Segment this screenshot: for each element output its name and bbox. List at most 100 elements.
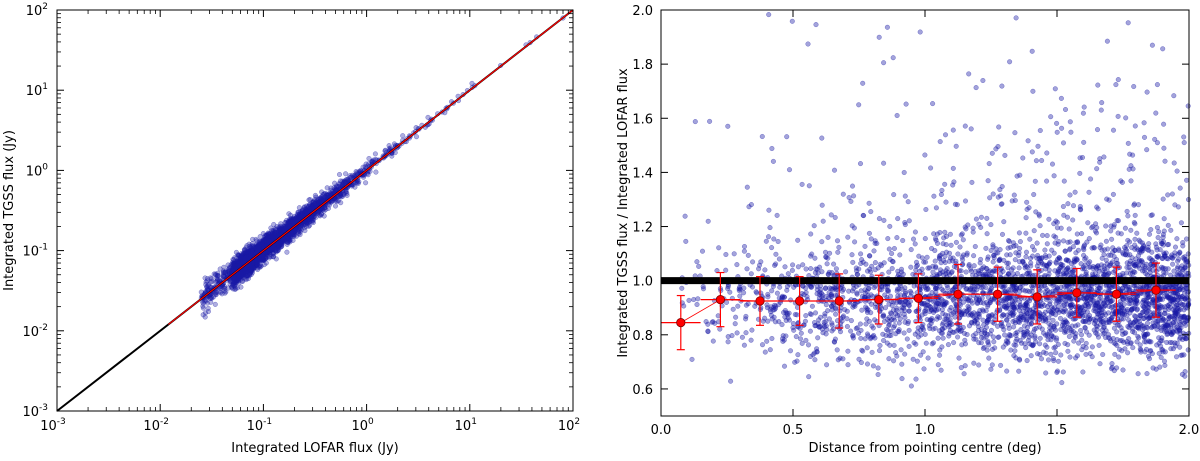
scatter-point xyxy=(700,249,705,254)
scatter-point xyxy=(310,202,315,207)
scatter-point xyxy=(1024,215,1029,220)
scatter-point xyxy=(914,342,919,347)
scatter-point xyxy=(274,248,279,253)
scatter-point xyxy=(887,302,892,307)
scatter-point xyxy=(941,336,946,341)
scatter-point xyxy=(1182,140,1187,145)
scatter-point xyxy=(936,336,941,341)
scatter-point xyxy=(1131,84,1136,89)
scatter-point xyxy=(1030,49,1035,54)
scatter-point xyxy=(287,212,292,217)
scatter-point xyxy=(821,219,826,224)
scatter-point xyxy=(930,342,935,347)
scatter-point xyxy=(1125,351,1130,356)
scatter-point xyxy=(860,81,865,86)
scatter-point xyxy=(1040,233,1045,238)
scatter-point xyxy=(1172,161,1177,166)
scatter-point xyxy=(856,103,861,108)
scatter-point xyxy=(1028,237,1033,242)
scatter-point xyxy=(769,289,774,294)
scatter-point xyxy=(769,245,774,250)
left-lines xyxy=(57,10,573,411)
scatter-point xyxy=(896,269,901,274)
scatter-point xyxy=(954,240,959,245)
scatter-point xyxy=(836,250,841,255)
scatter-point xyxy=(1066,349,1071,354)
scatter-point xyxy=(1053,87,1058,92)
scatter-point xyxy=(282,238,287,243)
scatter-point xyxy=(790,263,795,268)
scatter-point xyxy=(937,353,942,358)
scatter-point xyxy=(247,242,252,247)
scatter-point xyxy=(858,322,863,327)
scatter-point xyxy=(1123,116,1128,121)
scatter-point xyxy=(1039,357,1044,362)
scatter-point xyxy=(1151,299,1156,304)
x-tick-label: 10-1 xyxy=(247,417,273,434)
scatter-point xyxy=(1017,231,1022,236)
scatter-point xyxy=(810,304,815,309)
scatter-point xyxy=(1094,205,1099,210)
scatter-point xyxy=(911,237,916,242)
scatter-point xyxy=(770,336,775,341)
scatter-point xyxy=(1171,346,1176,351)
scatter-point xyxy=(1156,235,1161,240)
scatter-point xyxy=(944,200,949,205)
scatter-point xyxy=(1184,237,1189,242)
scatter-point xyxy=(857,357,862,362)
scatter-point xyxy=(867,253,872,258)
scatter-point xyxy=(926,356,931,361)
scatter-point xyxy=(271,254,276,259)
scatter-point xyxy=(275,233,280,238)
scatter-point xyxy=(1017,246,1022,251)
scatter-point xyxy=(1046,358,1051,363)
scatter-point xyxy=(355,181,360,186)
scatter-point xyxy=(788,349,793,354)
scatter-point xyxy=(831,262,836,267)
scatter-point xyxy=(932,194,937,199)
scatter-point xyxy=(1179,353,1184,358)
scatter-point xyxy=(766,234,771,239)
scatter-point xyxy=(1170,262,1175,267)
scatter-point xyxy=(1115,218,1120,223)
scatter-point xyxy=(731,307,736,312)
scatter-point xyxy=(690,357,695,362)
scatter-point xyxy=(1081,253,1086,258)
scatter-point xyxy=(1184,178,1189,183)
scatter-point xyxy=(743,317,748,322)
scatter-point xyxy=(832,168,837,173)
scatter-point xyxy=(240,269,245,274)
scatter-point xyxy=(1044,351,1049,356)
scatter-point xyxy=(1000,184,1005,189)
scatter-point xyxy=(956,252,961,257)
scatter-point xyxy=(852,240,857,245)
scatter-point xyxy=(1049,248,1054,253)
scatter-point xyxy=(1011,325,1016,330)
scatter-point xyxy=(209,295,214,300)
scatter-point xyxy=(985,231,990,236)
scatter-point xyxy=(414,134,419,139)
scatter-point xyxy=(742,249,747,254)
scatter-point xyxy=(948,317,953,322)
scatter-point xyxy=(749,202,754,207)
scatter-point xyxy=(904,102,909,107)
left-y-axis-label: Integrated TGSS flux (Jy) xyxy=(2,130,17,291)
scatter-point xyxy=(744,303,749,308)
scatter-point xyxy=(841,192,846,197)
scatter-point xyxy=(1145,321,1150,326)
scatter-point xyxy=(869,209,874,214)
scatter-point xyxy=(1056,359,1061,364)
scatter-point xyxy=(213,302,218,307)
scatter-point xyxy=(373,152,378,157)
scatter-point xyxy=(400,133,405,138)
scatter-point xyxy=(726,334,731,339)
scatter-point xyxy=(1024,231,1029,236)
scatter-point xyxy=(1030,150,1035,155)
scatter-point xyxy=(790,19,795,24)
scatter-point xyxy=(787,167,792,172)
scatter-point xyxy=(1166,223,1171,228)
scatter-point xyxy=(878,343,883,348)
scatter-point xyxy=(903,220,908,225)
scatter-point xyxy=(1032,248,1037,253)
scatter-point xyxy=(951,340,956,345)
